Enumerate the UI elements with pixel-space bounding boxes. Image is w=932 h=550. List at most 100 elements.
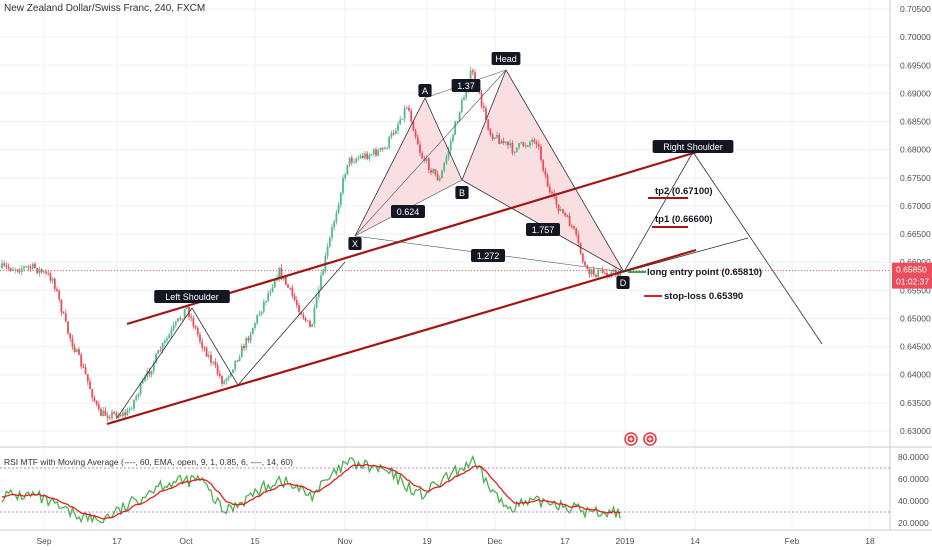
- candle: [185, 306, 188, 309]
- candle: [157, 350, 160, 354]
- candle: [119, 415, 122, 417]
- plus-circle-icon[interactable]: [643, 432, 657, 446]
- candle: [592, 269, 595, 275]
- candle: [482, 106, 485, 109]
- candle: [575, 228, 578, 235]
- candle: [443, 163, 446, 171]
- time-tick-label: 18: [865, 536, 875, 546]
- rsi-tick-label: 80.0000: [898, 452, 929, 462]
- label-x: X: [348, 237, 362, 250]
- candle: [456, 121, 459, 123]
- label-ratio-1272: 1.272: [471, 249, 505, 262]
- candle: [251, 327, 254, 335]
- candle: [293, 295, 296, 301]
- time-axis[interactable]: Sep 17 Oct 15 Nov 19 Dec 17 2019 14 Feb 18: [36, 536, 875, 546]
- label-ratio-137: 1.37: [451, 79, 481, 92]
- candle: [170, 329, 173, 335]
- candle: [313, 307, 316, 325]
- price-tick-label: 0.67500: [900, 173, 931, 183]
- candle: [115, 413, 118, 418]
- channel-lower-line: [106, 248, 697, 426]
- candle: [388, 136, 391, 148]
- pattern-leg-xa: [354, 97, 426, 237]
- label-ratio-1757-text: 1.757: [532, 225, 555, 235]
- candle: [542, 159, 545, 171]
- time-tick-label: 14: [690, 536, 700, 546]
- candle: [111, 411, 113, 419]
- candle: [544, 170, 547, 176]
- label-a-text: A: [422, 86, 428, 96]
- candle: [117, 415, 120, 418]
- candle: [42, 271, 45, 273]
- price-axis[interactable]: 0.70500 0.70000 0.69500 0.69000 0.68500 0.680…: [892, 4, 932, 436]
- candle: [425, 158, 428, 161]
- candle: [214, 361, 217, 365]
- candle: [29, 267, 32, 269]
- candle: [401, 118, 404, 120]
- price-tick-label: 0.65000: [900, 313, 931, 323]
- candle: [302, 314, 305, 319]
- current-price-badge: [892, 262, 932, 289]
- candle: [573, 226, 575, 229]
- candle: [595, 274, 597, 277]
- label-ratio-0624: 0.624: [391, 205, 425, 218]
- pattern-leg-cd: [505, 69, 625, 273]
- candle: [106, 415, 109, 418]
- candle: [38, 269, 41, 273]
- label-ratio-1272-bg: [471, 249, 505, 262]
- candle: [93, 397, 96, 402]
- candle: [564, 212, 567, 216]
- candle: [529, 141, 531, 146]
- candle: [322, 270, 325, 276]
- zigzag-line: [237, 261, 346, 386]
- label-head: Head: [491, 52, 521, 65]
- candle: [3, 263, 6, 266]
- candle: [183, 308, 186, 319]
- price-tick-label: 0.69500: [900, 60, 931, 70]
- candle: [168, 334, 171, 339]
- candle: [238, 357, 241, 362]
- candle: [339, 192, 342, 205]
- label-ratio-1757: 1.757: [526, 223, 560, 236]
- label-a: A: [418, 84, 432, 97]
- candle: [452, 134, 454, 141]
- candle: [375, 149, 377, 156]
- label-a-bg: [418, 84, 432, 97]
- candle: [496, 134, 498, 138]
- candle: [135, 396, 138, 400]
- label-ratio-1757-bg: [526, 223, 560, 236]
- zigzag-line: [191, 307, 239, 386]
- candle: [377, 150, 380, 156]
- plus-circle-icon[interactable]: [624, 432, 638, 446]
- candle: [566, 215, 569, 217]
- candle: [56, 288, 58, 291]
- candle: [399, 119, 402, 125]
- candle: [555, 196, 558, 205]
- label-left-shoulder-text: Left Shoulder: [165, 292, 219, 302]
- candle: [361, 155, 364, 159]
- chart-title: New Zealand Dollar/Swiss Franc, 240, FXC…: [4, 3, 206, 14]
- candle: [20, 268, 23, 272]
- candle: [181, 318, 184, 320]
- label-x-bg: [348, 237, 362, 250]
- candle: [282, 277, 285, 280]
- candle: [372, 149, 375, 155]
- label-b-bg: [455, 186, 469, 199]
- candle: [177, 318, 179, 322]
- candle: [597, 269, 600, 277]
- candle: [383, 148, 386, 150]
- candle: [471, 70, 474, 73]
- price-tick-label: 0.63500: [900, 398, 931, 408]
- time-tick-label: Nov: [337, 536, 353, 546]
- candle: [196, 327, 199, 335]
- candle: [533, 139, 536, 143]
- candle: [7, 266, 10, 269]
- candle: [408, 107, 410, 111]
- price-tick-label: 0.70500: [900, 4, 931, 14]
- price-tick-label: 0.63000: [900, 426, 931, 436]
- time-tick-label: 15: [250, 536, 260, 546]
- candle: [89, 381, 91, 390]
- label-right-shoulder-text: Right Shoulder: [663, 142, 723, 152]
- candle: [18, 270, 21, 272]
- projection-line: [692, 151, 823, 345]
